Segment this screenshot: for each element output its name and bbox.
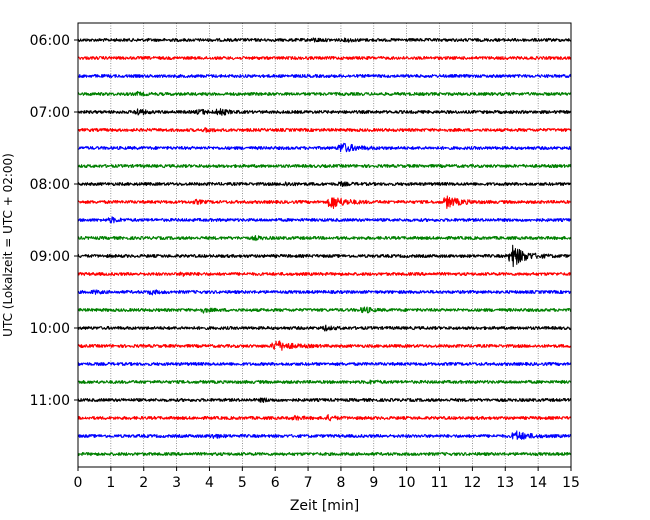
grid-lines (110, 23, 539, 467)
y-tick-label: 08:00 (30, 177, 70, 193)
y-tick-label: 09:00 (30, 249, 70, 265)
trace-1000 (77, 324, 572, 332)
trace-0615 (77, 55, 572, 61)
trace-0845 (77, 235, 572, 242)
trace-0830 (77, 216, 572, 224)
x-tick-label: 3 (172, 475, 181, 491)
x-tick-label: 6 (271, 475, 280, 491)
trace-1130 (77, 430, 572, 440)
x-tick-label: 4 (205, 475, 214, 491)
trace-0730 (77, 142, 572, 153)
trace-0900 (77, 244, 572, 268)
trace-0600 (77, 37, 572, 43)
plot-frame (77, 22, 572, 468)
x-tick-label: 0 (74, 475, 83, 491)
y-tick-label: 06:00 (30, 33, 70, 49)
x-tick-label: 13 (496, 475, 514, 491)
trace-0645 (77, 90, 572, 97)
x-tick-label: 10 (398, 475, 416, 491)
x-axis-label: Zeit [min] (290, 498, 359, 514)
trace-0815 (77, 195, 572, 210)
x-tick-label: 7 (304, 475, 313, 491)
trace-1045 (77, 379, 572, 385)
trace-0945 (77, 306, 572, 314)
trace-0715 (77, 127, 572, 133)
x-tick-label: 8 (336, 475, 345, 491)
trace-1030 (77, 361, 572, 367)
trace-0745 (77, 163, 572, 169)
trace-0915 (77, 271, 572, 277)
y-axis-label: UTC (Lokalzeit = UTC + 02:00) (1, 153, 15, 337)
trace-0700 (77, 108, 572, 116)
trace-0930 (77, 289, 572, 296)
y-tick-label: 11:00 (30, 393, 70, 409)
y-axis: 06:00 07:00 08:00 09:00 10:00 11:00 (30, 33, 78, 409)
x-tick-label: 15 (562, 475, 580, 491)
trace-0800 (77, 181, 572, 188)
trace-1115 (77, 413, 572, 422)
trace-1145 (77, 451, 572, 457)
y-tick-label: 07:00 (30, 105, 70, 121)
x-tick-label: 14 (529, 475, 547, 491)
x-axis: 0 1 2 3 4 5 6 7 8 9 10 11 12 13 14 15 (74, 467, 580, 491)
y-tick-label: 10:00 (30, 321, 70, 337)
trace-1015 (77, 340, 572, 351)
x-tick-label: 11 (431, 475, 449, 491)
x-tick-label: 1 (106, 475, 115, 491)
seismic-traces (77, 37, 572, 457)
trace-0630 (77, 73, 572, 79)
x-tick-label: 2 (139, 475, 148, 491)
trace-1100 (77, 397, 572, 403)
x-tick-label: 5 (238, 475, 247, 491)
x-tick-label: 12 (463, 475, 481, 491)
x-tick-label: 9 (369, 475, 378, 491)
